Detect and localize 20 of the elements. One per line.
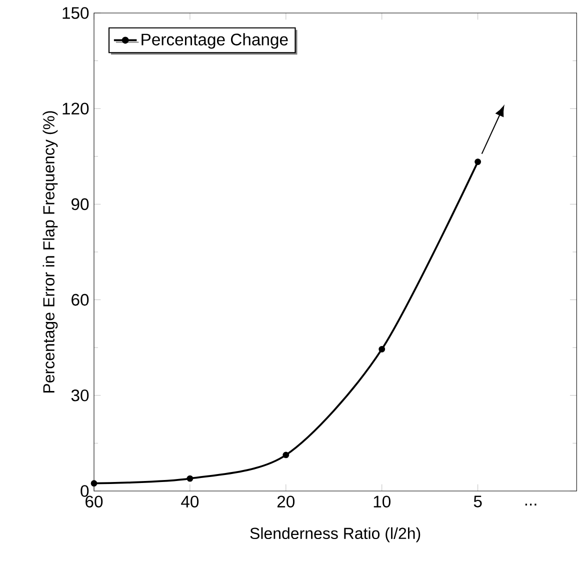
point	[474, 158, 482, 166]
y-axis-title: Percentage Error in Flap Frequency (%)	[42, 111, 58, 393]
y-tick-label: 60	[72, 294, 89, 306]
point	[282, 452, 290, 458]
y-tick-label: 90	[72, 198, 89, 210]
y-tick-label: 150	[62, 7, 89, 19]
x-tick-label: 60	[86, 496, 103, 508]
x-tick-label: 40	[181, 496, 199, 508]
y-tick-label: 120	[62, 102, 89, 114]
point	[378, 346, 386, 352]
x-tick-label: 5	[474, 496, 482, 508]
x-axis-title: Slenderness Ratio (l/2h)	[250, 527, 420, 542]
y-tick-label: 0	[80, 485, 89, 497]
x-tick-label: 10	[374, 496, 390, 508]
y-tick-label: 30	[71, 389, 89, 402]
point	[90, 480, 98, 487]
text: ...	[525, 504, 536, 506]
point	[186, 475, 194, 482]
legend-label: Percentage Change	[142, 33, 288, 49]
x-tick-label: 20	[277, 496, 295, 508]
